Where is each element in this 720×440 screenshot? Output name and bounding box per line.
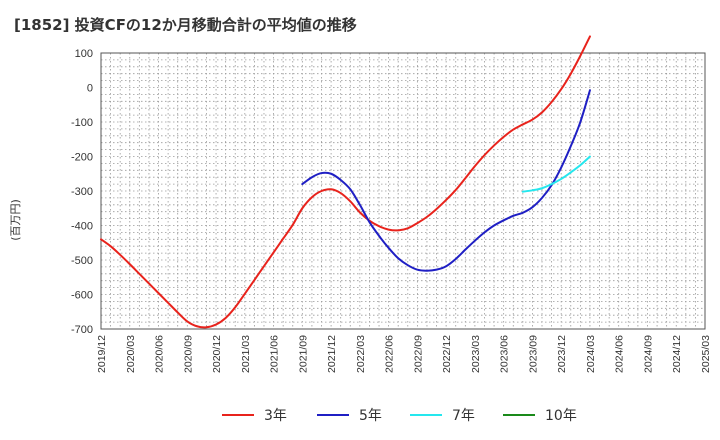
legend-swatch-7y (410, 414, 442, 416)
x-tick-label: 2024/09 (642, 335, 654, 373)
x-tick-label: 2023/06 (499, 335, 511, 373)
y-tick-label: -400 (71, 221, 93, 233)
legend-swatch-3y (222, 414, 254, 416)
plot-border (100, 52, 706, 330)
x-tick-label: 2020/12 (211, 335, 223, 373)
series-line-5y (301, 89, 591, 272)
legend-label-7y: 7年 (452, 408, 475, 424)
x-tick-label: 2024/12 (671, 335, 683, 373)
legend-item-5y: 5年 (317, 404, 382, 426)
x-tick-label: 2022/06 (384, 335, 396, 373)
x-tick-label: 2022/03 (355, 335, 367, 373)
x-tick-label: 2024/06 (614, 335, 626, 373)
legend-item-7y: 7年 (410, 404, 475, 426)
x-tick-label: 2020/06 (154, 335, 166, 373)
legend-swatch-5y (317, 414, 349, 416)
y-tick-label: -100 (71, 117, 93, 129)
legend: 3年 5年 7年 10年 (0, 404, 720, 426)
x-tick-label: 2020/03 (125, 335, 137, 373)
x-tick-label: 2025/03 (700, 335, 712, 373)
legend-item-3y: 3年 (222, 404, 287, 426)
y-tick-label: -300 (71, 186, 93, 198)
series-line-7y (521, 155, 591, 193)
y-tick-label: 100 (75, 48, 93, 60)
x-tick-label: 2021/09 (297, 335, 309, 373)
x-tick-label: 2023/12 (556, 335, 568, 373)
legend-item-10y: 10年 (503, 404, 577, 426)
legend-label-5y: 5年 (359, 408, 382, 424)
x-tick-label: 2021/12 (326, 335, 338, 373)
y-tick-label: -200 (71, 152, 93, 164)
legend-label-3y: 3年 (264, 408, 287, 424)
legend-swatch-10y (503, 414, 535, 416)
y-tick-label: 0 (87, 83, 93, 95)
x-tick-label: 2021/03 (240, 335, 252, 373)
x-tick-label: 2019/12 (96, 335, 108, 373)
x-tick-label: 2022/09 (412, 335, 424, 373)
x-tick-label: 2020/09 (182, 335, 194, 373)
y-tick-label: -500 (71, 255, 93, 267)
series-line-3y (100, 35, 591, 329)
legend-label-10y: 10年 (545, 408, 577, 424)
x-tick-label: 2023/09 (527, 335, 539, 373)
chart-title: [1852] 投資CFの12か月移動合計の平均値の推移 (14, 16, 357, 34)
x-tick-label: 2022/12 (441, 335, 453, 373)
x-tick-label: 2024/03 (585, 335, 597, 373)
y-tick-label: -700 (71, 324, 93, 336)
x-tick-label: 2021/06 (269, 335, 281, 373)
x-tick-label: 2023/03 (470, 335, 482, 373)
y-tick-label: -600 (71, 290, 93, 302)
